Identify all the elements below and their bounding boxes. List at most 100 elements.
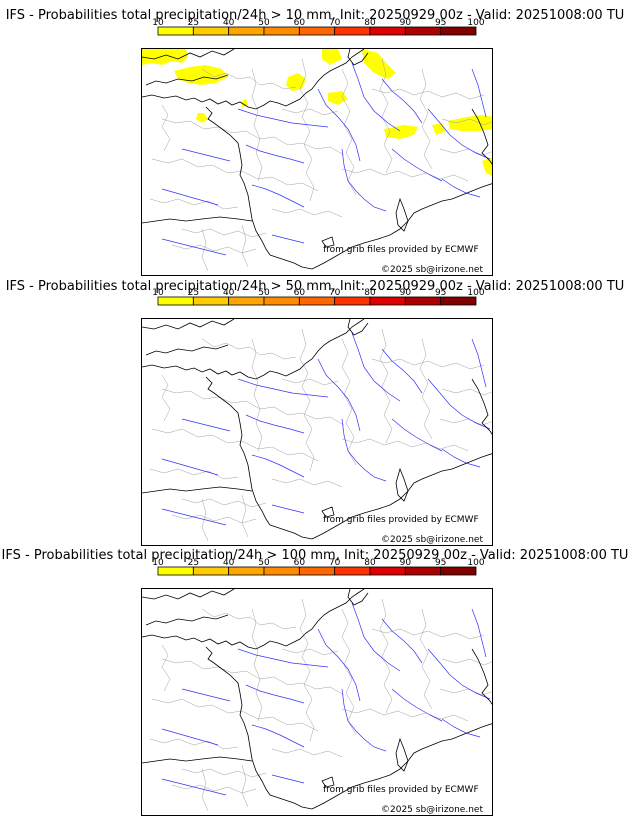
river <box>391 688 443 722</box>
river <box>237 648 329 668</box>
admin-border <box>181 228 267 238</box>
coastline <box>269 794 313 810</box>
admin-border <box>341 608 357 736</box>
admin-border <box>441 658 492 666</box>
legend-swatch <box>334 296 371 306</box>
admin-border <box>181 498 267 508</box>
river <box>161 458 219 476</box>
legend-swatch <box>192 26 230 36</box>
precip-probability-area <box>362 49 396 79</box>
river <box>251 184 305 208</box>
panel-title: IFS - Probabilities total precipitation/… <box>5 279 625 294</box>
legend-tick-label: 70 <box>329 288 341 298</box>
admin-border <box>151 428 319 462</box>
legend-colorbar: 10 25 40 50 60 70 80 90 95 100 <box>152 288 485 306</box>
admin-border <box>161 374 171 422</box>
legend-tick-label: 50 <box>258 18 270 28</box>
admin-border <box>439 688 492 696</box>
legend-tick-label: 10 <box>152 558 164 568</box>
river <box>391 148 443 182</box>
river <box>381 348 423 394</box>
admin-border <box>281 648 339 656</box>
legend-tick-label: 80 <box>364 18 376 28</box>
admin-border <box>241 764 249 808</box>
admin-border <box>299 598 315 742</box>
admin-border <box>271 208 343 218</box>
coastline <box>142 49 365 110</box>
legend-swatch <box>369 296 406 306</box>
legend-tick-label: 80 <box>364 288 376 298</box>
legend-swatch <box>228 566 265 576</box>
source-credit: from grib files provided by ECMWF <box>323 515 479 525</box>
admin-border <box>201 68 297 90</box>
panel-50mm: IFS - Probabilities total precipitation/… <box>0 270 630 546</box>
panel-title: IFS - Probabilities total precipitation/… <box>1 548 629 563</box>
river <box>245 414 305 434</box>
legend-tick-label: 25 <box>188 18 199 28</box>
coastline <box>205 106 271 256</box>
panel-100mm: IFS - Probabilities total precipitation/… <box>0 540 630 816</box>
admin-border <box>241 494 249 538</box>
coastline <box>311 453 492 540</box>
admin-border <box>201 338 297 360</box>
coastline <box>142 319 365 380</box>
legend-tick-label: 40 <box>223 558 235 568</box>
river <box>271 234 305 244</box>
legend-tick-label: 100 <box>467 18 484 28</box>
river <box>381 78 423 124</box>
coastline <box>321 236 335 248</box>
river <box>341 688 387 752</box>
river <box>471 608 487 658</box>
coastline <box>205 646 271 796</box>
admin-border <box>201 498 209 542</box>
river <box>181 688 231 702</box>
legend-tick-label: 25 <box>188 288 199 298</box>
admin-border <box>341 708 469 722</box>
legend-tick-label: 25 <box>188 558 199 568</box>
river <box>245 684 305 704</box>
legend-swatch <box>440 26 477 36</box>
river <box>237 108 329 128</box>
river <box>181 148 231 162</box>
admin-border <box>149 738 239 750</box>
admin-border <box>201 608 297 630</box>
river <box>471 338 487 388</box>
legend-swatch <box>228 296 265 306</box>
coastline <box>321 776 335 788</box>
panel-10mm: IFS - Probabilities total precipitation/… <box>0 0 630 276</box>
map-area: from grib files provided by ECMWF ©2025 … <box>141 588 493 816</box>
legend-tick-label: 80 <box>364 558 376 568</box>
legend-tick-label: 40 <box>223 18 235 28</box>
precip-probability-area <box>432 123 446 135</box>
coastline <box>145 344 229 356</box>
legend-swatch <box>157 26 194 36</box>
admin-border <box>379 58 393 174</box>
legend-tick-label: 90 <box>400 288 412 298</box>
coastline <box>145 614 229 626</box>
admin-border <box>441 388 492 396</box>
legend-tick-label: 100 <box>467 288 484 298</box>
river <box>317 88 361 162</box>
river <box>237 378 329 398</box>
precip-probability-area <box>322 49 342 65</box>
admin-border <box>271 748 343 758</box>
admin-border <box>299 58 315 202</box>
legend-swatch <box>298 566 336 576</box>
coastline <box>145 74 229 86</box>
coastline <box>471 378 492 435</box>
legend-tick-label: 60 <box>294 288 306 298</box>
river <box>271 774 305 784</box>
coastline <box>311 723 492 810</box>
admin-border <box>341 68 357 196</box>
admin-border <box>251 338 263 452</box>
france-map <box>142 49 492 272</box>
coastline <box>321 506 335 518</box>
legend-tick-label: 50 <box>258 558 270 568</box>
river <box>161 238 227 256</box>
admin-border <box>201 768 209 812</box>
legend-swatch <box>192 296 230 306</box>
legend-swatch <box>263 296 300 306</box>
admin-border <box>151 158 319 192</box>
panel-title: IFS - Probabilities total precipitation/… <box>5 8 625 23</box>
river <box>161 188 219 206</box>
